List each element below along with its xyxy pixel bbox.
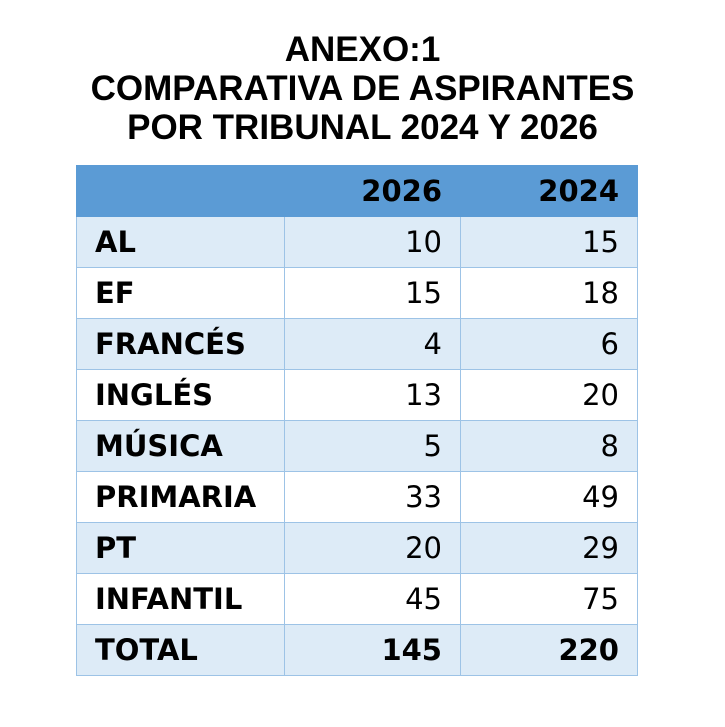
total-label: TOTAL: [76, 624, 285, 676]
row-label: INGLÉS: [76, 369, 285, 421]
title-line-1: ANEXO:1: [284, 30, 441, 69]
value-2026: 45: [284, 573, 461, 625]
title-line-2: COMPARATIVA DE ASPIRANTES: [90, 69, 635, 108]
value-2026: 20: [284, 522, 461, 574]
row-label: FRANCÉS: [76, 318, 285, 370]
value-2024: 29: [460, 522, 638, 574]
table-row: MÚSICA 5 8: [76, 420, 638, 472]
row-label: EF: [76, 267, 285, 319]
row-label: MÚSICA: [76, 420, 285, 472]
value-2024: 18: [460, 267, 638, 319]
row-label: PT: [76, 522, 285, 574]
value-2026: 15: [284, 267, 461, 319]
table-row: AL 10 15: [76, 216, 638, 268]
value-2024: 6: [460, 318, 638, 370]
table-header-row: 2026 2024: [76, 165, 638, 217]
table-row: PRIMARIA 33 49: [76, 471, 638, 523]
total-2024: 220: [460, 624, 638, 676]
row-label: INFANTIL: [76, 573, 285, 625]
header-2026: 2026: [284, 165, 461, 217]
value-2026: 4: [284, 318, 461, 370]
table-row: EF 15 18: [76, 267, 638, 319]
title-line-3: POR TRIBUNAL 2024 Y 2026: [127, 108, 598, 147]
comparison-table: 2026 2024 AL 10 15 EF 15 18 FRANCÉS 4 6 …: [76, 165, 638, 676]
value-2024: 15: [460, 216, 638, 268]
table-row: INFANTIL 45 75: [76, 573, 638, 625]
value-2026: 13: [284, 369, 461, 421]
table-row: FRANCÉS 4 6: [76, 318, 638, 370]
table-total-row: TOTAL 145 220: [76, 624, 638, 676]
value-2024: 8: [460, 420, 638, 472]
document-title: ANEXO:1 COMPARATIVA DE ASPIRANTES POR TR…: [0, 30, 725, 147]
value-2026: 10: [284, 216, 461, 268]
header-2024: 2024: [460, 165, 638, 217]
value-2026: 5: [284, 420, 461, 472]
row-label: AL: [76, 216, 285, 268]
value-2026: 33: [284, 471, 461, 523]
value-2024: 75: [460, 573, 638, 625]
table-row: PT 20 29: [76, 522, 638, 574]
total-2026: 145: [284, 624, 461, 676]
row-label: PRIMARIA: [76, 471, 285, 523]
header-empty-cell: [76, 165, 285, 217]
value-2024: 20: [460, 369, 638, 421]
value-2024: 49: [460, 471, 638, 523]
table-row: INGLÉS 13 20: [76, 369, 638, 421]
